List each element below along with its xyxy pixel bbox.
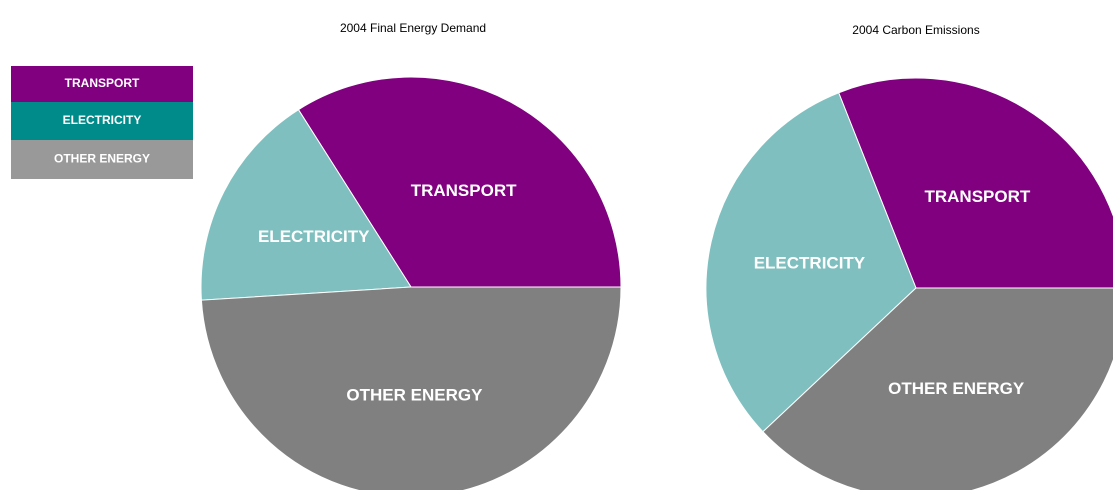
legend-swatch [11,140,193,179]
chart-title: 2004 Carbon Emissions [852,23,979,37]
pie-slice [297,76,622,288]
slice-label: ELECTRICITY [754,254,866,273]
pie-slice [705,92,917,433]
pie-slice [838,77,1113,289]
slice-label: OTHER ENERGY [888,379,1025,398]
slice-label: TRANSPORT [411,181,517,200]
legend-swatch [11,102,193,140]
slice-label: TRANSPORT [924,187,1030,206]
legend-swatch [11,66,193,102]
chart-title: 2004 Final Energy Demand [340,21,486,35]
pie-slice [762,287,1113,490]
legend-label: ELECTRICITY [63,113,142,127]
slice-label: ELECTRICITY [258,227,370,246]
pie-slice [200,109,412,301]
legend-label: TRANSPORT [65,76,140,90]
legend-label: OTHER ENERGY [54,152,150,166]
pie-slice [200,286,622,490]
slice-label: OTHER ENERGY [346,386,483,405]
